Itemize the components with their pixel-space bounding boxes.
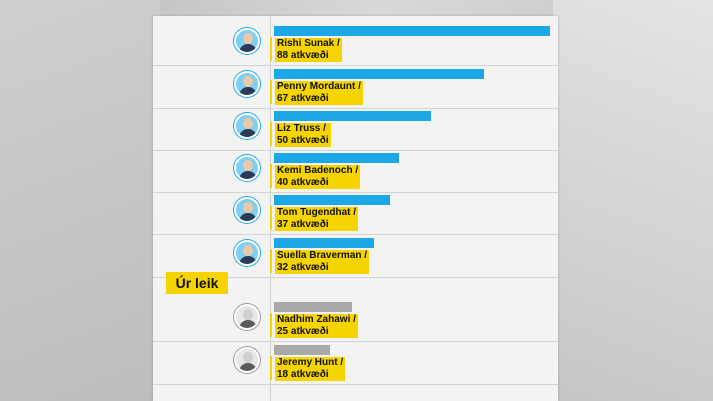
- bar-suella-braverman: [274, 238, 374, 248]
- data-label-jeremy-hunt: Jeremy Hunt /18 atkvæði: [275, 357, 346, 381]
- label-marker: [270, 249, 272, 273]
- vote-count: 18 atkvæði: [277, 369, 329, 380]
- avatar-jeremy-hunt: [234, 347, 260, 373]
- background-left: [0, 0, 160, 401]
- candidate-name: Nadhim Zahawi /: [277, 314, 356, 325]
- bar-liz-truss: [274, 111, 431, 121]
- avatar-liz-truss: [234, 113, 260, 139]
- label-marker: [270, 80, 272, 104]
- data-label-liz-truss: Liz Truss /50 atkvæði: [275, 123, 331, 147]
- label-marker: [270, 122, 272, 146]
- row-separator: [153, 108, 558, 109]
- label-marker: [270, 356, 272, 380]
- row-separator: [153, 192, 558, 193]
- candidate-name: Kemi Badenoch /: [277, 165, 359, 176]
- bar-tom-tugendhat: [274, 195, 390, 205]
- label-marker: [270, 313, 272, 337]
- data-label-rishi-sunak: Rishi Sunak /88 atkvæði: [275, 38, 342, 62]
- avatar-penny-mordaunt: [234, 71, 260, 97]
- bar-rishi-sunak: [274, 26, 550, 36]
- candidate-name: Penny Mordaunt /: [277, 81, 361, 92]
- label-marker: [270, 164, 272, 188]
- avatar-nadhim-zahawi: [234, 304, 260, 330]
- row-separator: [153, 277, 558, 278]
- data-label-kemi-badenoch: Kemi Badenoch /40 atkvæði: [275, 165, 361, 189]
- candidate-name: Tom Tugendhat /: [277, 207, 357, 218]
- vote-count: 67 atkvæði: [277, 93, 329, 104]
- data-label-penny-mordaunt: Penny Mordaunt /67 atkvæði: [275, 81, 363, 105]
- vote-count: 32 atkvæði: [277, 262, 329, 273]
- vote-count: 40 atkvæði: [277, 177, 329, 188]
- vote-count: 37 atkvæði: [277, 219, 329, 230]
- bar-penny-mordaunt: [274, 69, 484, 79]
- bar-nadhim-zahawi: [274, 302, 352, 312]
- row-separator: [153, 341, 558, 342]
- avatar-rishi-sunak: [234, 28, 260, 54]
- eliminated-label: Úr leik: [166, 272, 228, 294]
- candidate-name: Liz Truss /: [277, 123, 326, 134]
- avatar-suella-braverman: [234, 240, 260, 266]
- avatar-tom-tugendhat: [234, 197, 260, 223]
- bar-kemi-badenoch: [274, 153, 399, 163]
- vote-count: 25 atkvæði: [277, 326, 329, 337]
- vote-count: 88 atkvæði: [277, 50, 329, 61]
- background-right: [553, 0, 713, 401]
- avatar-kemi-badenoch: [234, 155, 260, 181]
- candidate-name: Rishi Sunak /: [277, 38, 340, 49]
- data-label-suella-braverman: Suella Braverman /32 atkvæði: [275, 250, 370, 274]
- label-marker: [270, 37, 272, 61]
- label-marker: [270, 206, 272, 230]
- data-label-tom-tugendhat: Tom Tugendhat /37 atkvæði: [275, 207, 359, 231]
- vote-count: 50 atkvæði: [277, 135, 329, 146]
- row-separator: [153, 150, 558, 151]
- candidate-name: Suella Braverman /: [277, 250, 368, 261]
- row-separator: [153, 234, 558, 235]
- bar-jeremy-hunt: [274, 345, 330, 355]
- row-separator: [153, 65, 558, 66]
- row-separator: [153, 384, 558, 385]
- data-label-nadhim-zahawi: Nadhim Zahawi /25 atkvæði: [275, 314, 358, 338]
- candidate-name: Jeremy Hunt /: [277, 357, 344, 368]
